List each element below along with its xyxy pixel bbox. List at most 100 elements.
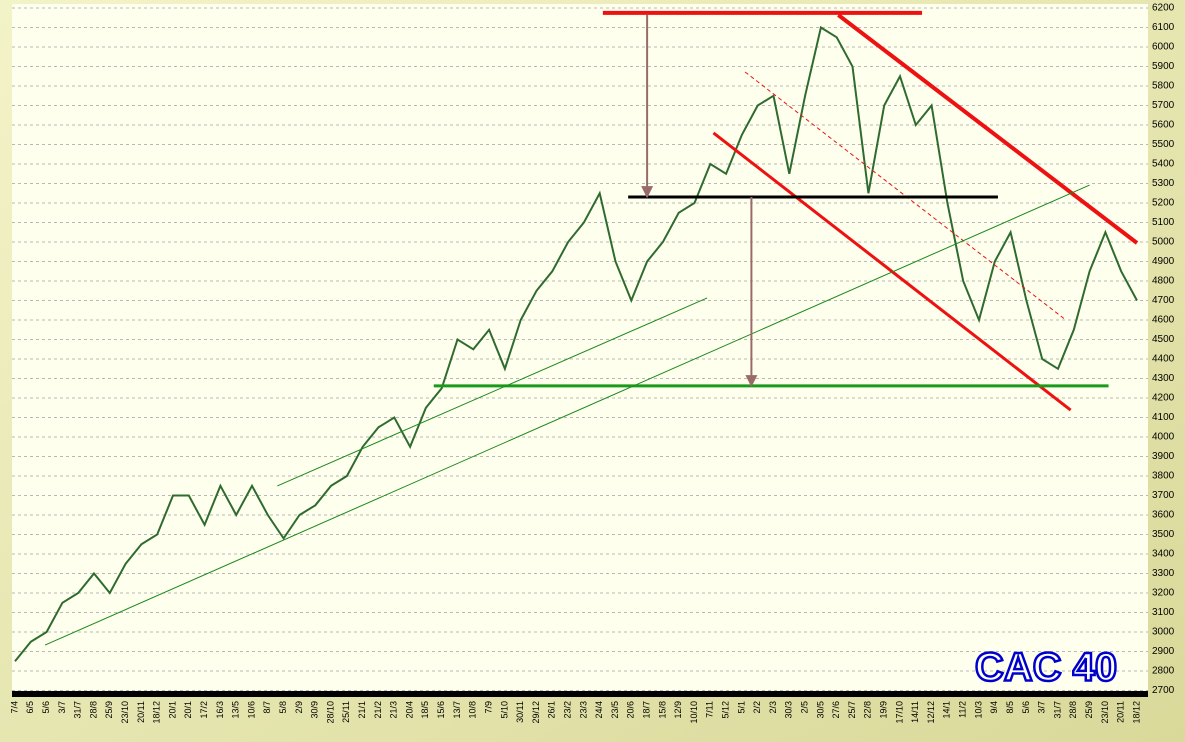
x-tick-label: 14/1 [942, 701, 952, 719]
x-tick-label: 25/9 [104, 701, 114, 719]
x-tick-label: 29/12 [531, 701, 541, 724]
x-tick-label: 23/5 [610, 701, 620, 719]
x-tick-label: 2/9 [294, 701, 304, 714]
x-tick-label: 23/10 [1100, 701, 1110, 724]
x-tick-label: 7/4 [9, 701, 19, 714]
x-tick-label: 7/11 [705, 701, 715, 718]
y-tick-label: 3100 [1152, 607, 1175, 618]
x-tick-label: 21/3 [389, 701, 399, 719]
x-tick-label: 20/6 [626, 701, 636, 719]
x-tick-label: 20/11 [136, 701, 146, 723]
x-tick-label: 5/6 [1021, 701, 1031, 714]
y-tick-label: 5700 [1152, 100, 1175, 111]
y-tick-label: 4900 [1152, 256, 1175, 267]
x-tick-label: 22/8 [863, 701, 873, 719]
x-tick-label: 25/11 [341, 701, 351, 723]
x-tick-label: 31/7 [73, 701, 83, 719]
plot-area [12, 4, 1148, 692]
x-tick-label: 10/8 [468, 701, 478, 719]
y-tick-label: 3200 [1152, 588, 1175, 599]
x-tick-label: 5/6 [41, 701, 51, 714]
x-tick-label: 19/9 [879, 701, 889, 719]
y-tick-label: 4300 [1152, 373, 1175, 384]
x-tick-label: 30/9 [310, 701, 320, 719]
x-tick-label: 3/7 [57, 701, 67, 714]
x-tick-label: 30/5 [815, 701, 825, 719]
x-tick-label: 16/3 [215, 701, 225, 719]
x-tick-label: 17/10 [894, 701, 904, 724]
x-tick-label: 20/4 [404, 701, 414, 719]
x-tick-label: 24/4 [594, 701, 604, 719]
x-tick-label: 3/7 [1037, 701, 1047, 714]
x-tick-label: 30/11 [515, 701, 525, 723]
x-tick-label: 13/5 [231, 701, 241, 719]
chart-title: CAC 40 [975, 646, 1117, 690]
y-tick-label: 3400 [1152, 549, 1175, 560]
y-tick-label: 5200 [1152, 198, 1175, 209]
x-tick-label: 23/3 [578, 701, 588, 719]
labels: 2700 2800 2900 3000 3100 3200 3300 3400 3500 3600… [9, 3, 1174, 724]
x-tick-label: 23/2 [562, 701, 572, 719]
price-line [14, 25, 1138, 662]
y-tick-label: 4800 [1152, 276, 1175, 287]
x-tick-label: 18/7 [641, 701, 651, 719]
x-tick-label: 5/12 [721, 701, 731, 719]
x-tick-label: 25/7 [847, 701, 857, 719]
x-tick-label: 27/6 [831, 701, 841, 719]
x-tick-label: 21/2 [373, 701, 383, 719]
y-tick-label: 4500 [1152, 334, 1175, 345]
x-tick-label: 5/10 [499, 701, 509, 719]
y-tick-label: 4600 [1152, 315, 1175, 326]
x-tick-label: 28/10 [325, 701, 335, 724]
marks [14, 10, 1139, 662]
x-tick-label: 30/3 [784, 701, 794, 719]
x-tick-label: 11/2 [958, 701, 968, 718]
y-tick-label: 4000 [1152, 432, 1175, 443]
y-tick-label: 3700 [1152, 490, 1175, 501]
x-tick-label: 25/9 [1084, 701, 1094, 719]
x-tick-label: 26/1 [547, 701, 557, 719]
x-tick-label: 10/10 [689, 701, 699, 724]
y-tick-label: 6100 [1152, 22, 1175, 33]
y-tick-label: 6000 [1152, 42, 1175, 53]
x-tick-label: 2/5 [800, 701, 810, 714]
y-tick-label: 5900 [1152, 61, 1175, 72]
y-tick-label: 3500 [1152, 529, 1175, 540]
x-axis-bar [12, 691, 1148, 697]
x-tick-label: 18/12 [1131, 701, 1141, 724]
x-tick-label: 7/9 [483, 701, 493, 714]
x-tick-label: 12/12 [926, 701, 936, 724]
x-tick-label: 20/11 [1116, 701, 1126, 723]
y-tick-label: 5100 [1152, 217, 1175, 228]
x-tick-label: 31/7 [1052, 701, 1062, 719]
x-tick-label: 12/9 [673, 701, 683, 719]
y-tick-label: 2700 [1152, 685, 1175, 696]
x-tick-label: 28/8 [1068, 701, 1078, 719]
y-tick-label: 3300 [1152, 568, 1175, 579]
y-tick-label: 2800 [1152, 666, 1175, 677]
x-tick-label: 2/2 [752, 701, 762, 714]
x-tick-label: 8/5 [1005, 701, 1015, 714]
y-tick-label: 4700 [1152, 295, 1175, 306]
y-tick-label: 4200 [1152, 393, 1175, 404]
y-tick-label: 5400 [1152, 159, 1175, 170]
x-tick-label: 14/11 [910, 701, 920, 723]
x-tick-label: 21/1 [357, 701, 367, 719]
y-tick-label: 3900 [1152, 451, 1175, 462]
x-tick-label: 2/3 [768, 701, 778, 714]
x-tick-label: 10/6 [246, 701, 256, 719]
x-tick-label: 18/5 [420, 701, 430, 719]
y-tick-label: 5600 [1152, 120, 1175, 131]
y-tick-label: 6200 [1152, 3, 1175, 14]
x-tick-label: 15/8 [657, 701, 667, 719]
x-tick-label: 18/12 [152, 701, 162, 724]
y-tick-label: 5300 [1152, 178, 1175, 189]
y-tick-label: 5500 [1152, 139, 1175, 150]
y-tick-label: 4400 [1152, 354, 1175, 365]
y-tick-label: 2900 [1152, 646, 1175, 657]
y-tick-label: 5800 [1152, 81, 1175, 92]
x-tick-label: 8/7 [262, 701, 272, 714]
x-tick-label: 6/5 [25, 701, 35, 714]
y-tick-label: 3000 [1152, 627, 1175, 638]
